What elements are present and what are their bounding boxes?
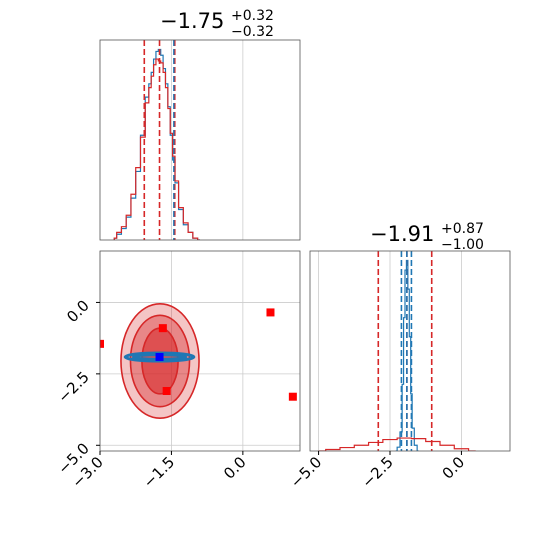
joint-red-point-4 <box>100 339 104 348</box>
hist1-title-value: −1.75 <box>160 9 224 33</box>
hist1-title-plus: +0.32 <box>231 8 274 24</box>
hist1-frame <box>99 39 301 241</box>
hist2-series-1 <box>318 437 476 451</box>
joint-red-point-2 <box>288 392 297 401</box>
hist2-title: −1.91 +0.87−1.00 <box>370 221 484 253</box>
joint-frame <box>99 250 301 452</box>
hist2-xtick-label-2: 0.0 <box>439 453 469 483</box>
hist2-title-value: −1.91 <box>370 222 434 246</box>
hist1-series-0 <box>113 48 200 240</box>
joint-blue-point <box>155 353 164 361</box>
hist1-series <box>113 48 200 240</box>
hist1-series-1 <box>113 58 200 240</box>
joint-ytick-label-0: 0.0 <box>63 297 93 327</box>
hist2-xtick-label-1: −2.5 <box>358 453 396 491</box>
hist2-title-plus: +0.87 <box>441 221 484 237</box>
joint-xtick-label-1: −1.5 <box>140 453 178 491</box>
hist1-title-minus: −0.32 <box>231 24 274 40</box>
hist2-xtick-label-0: −5.0 <box>287 453 325 491</box>
hist2-frame <box>309 250 511 452</box>
joint-red-point-1 <box>266 308 275 317</box>
hist2-title-minus: −1.00 <box>441 237 484 253</box>
joint-red-point-0 <box>158 324 167 333</box>
hist2-series <box>318 259 476 451</box>
joint-red-point-3 <box>162 387 171 395</box>
hist1-title: −1.75 +0.32−0.32 <box>160 8 274 40</box>
joint-ytick-label-1: −2.5 <box>54 368 92 406</box>
joint-xtick-label-2: 0.0 <box>220 453 250 483</box>
joint-series <box>100 303 297 419</box>
